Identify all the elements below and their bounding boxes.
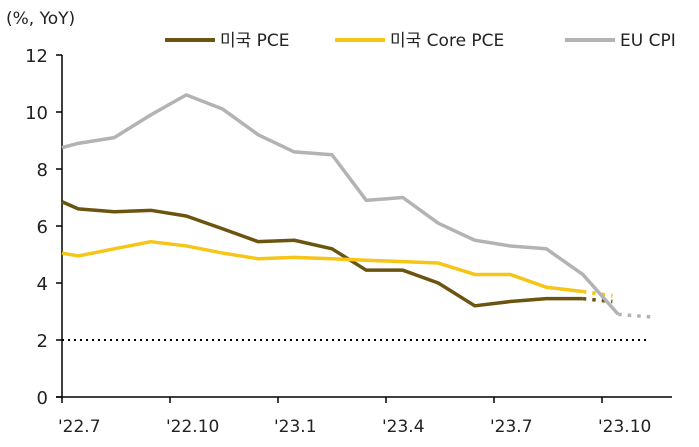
- x-tick-label: '22.10: [166, 417, 219, 437]
- y-tick-label: 10: [25, 103, 48, 124]
- x-tick-label: '23.1: [274, 417, 317, 437]
- x-tick-label: '23.7: [490, 417, 533, 437]
- series-projection-2: [618, 314, 655, 317]
- series-line-0: [62, 202, 583, 306]
- y-axis-label: (%, YoY): [6, 9, 75, 29]
- y-tick-label: 6: [37, 217, 48, 238]
- legend-label-1: 미국 Core PCE: [390, 31, 504, 51]
- y-tick-label: 8: [37, 160, 48, 181]
- x-tick-label: '23.4: [382, 417, 425, 437]
- y-tick-label: 0: [37, 388, 48, 409]
- x-tick-label: '23.10: [598, 417, 651, 437]
- legend-label-2: EU CPI: [620, 31, 676, 51]
- y-tick-label: 4: [37, 274, 48, 295]
- series-line-1: [62, 242, 583, 292]
- x-tick-label: '22.7: [58, 417, 101, 437]
- y-tick-label: 2: [37, 331, 48, 352]
- y-tick-label: 12: [25, 46, 48, 67]
- legend-label-0: 미국 PCE: [220, 31, 290, 51]
- legend: 미국 PCE 미국 Core PCE EU CPI: [165, 31, 676, 51]
